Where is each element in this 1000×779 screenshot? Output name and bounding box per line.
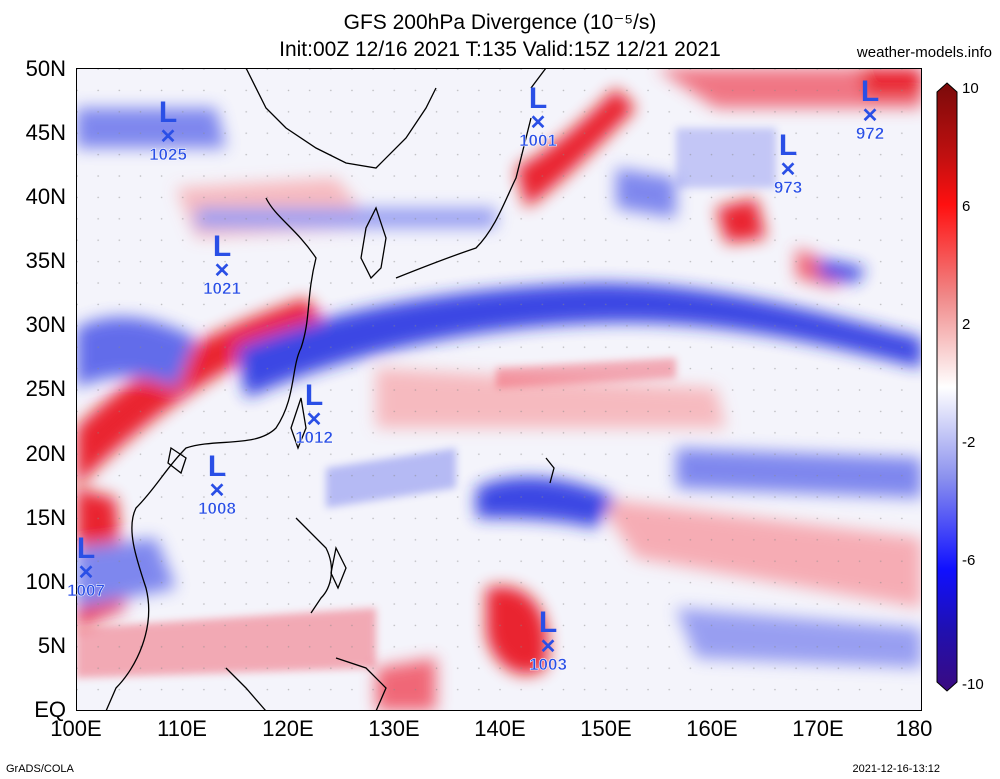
low-marker: L ✕ 1025 [133,98,203,164]
lat-label: 35N [25,248,66,273]
low-marker: L ✕ 1007 [51,534,121,600]
lat-label: 20N [25,441,66,466]
low-pressure-label: 1003 [529,655,567,674]
low-pressure-label: 973 [773,178,803,197]
low-pressure-label: 1001 [519,131,557,150]
lat-label: 45N [25,120,66,145]
lon-label: 160E [686,716,738,741]
low-pressure-label: 972 [855,124,885,143]
lon-label: 140E [474,716,526,741]
lon-label: 170E [792,716,844,741]
lat-label: 15N [25,505,66,530]
low-marker: L ✕ 1008 [182,452,252,518]
low-pressure-label: 1021 [203,279,241,298]
colorbar [936,82,958,692]
lat-label: 30N [25,312,66,337]
lon-label: 100E [50,716,102,741]
colorbar-label: 10 [962,80,979,97]
lat-label: 50N [25,56,66,81]
divergence-map [76,68,922,711]
colorbar-label: -2 [962,434,976,451]
low-pressure-label: 1012 [295,428,333,447]
low-marker: L ✕ 1021 [187,232,257,298]
lon-label: 110E [157,716,207,741]
lat-label: EQ [34,697,66,722]
colorbar-label: 2 [962,316,971,333]
software-credit: GrADS/COLA [6,763,74,775]
low-pressure-label: 1008 [198,499,236,518]
lat-label: 5N [37,633,66,658]
colorbar-label: -10 [962,676,984,693]
low-marker: L ✕ 972 [835,77,905,143]
low-marker: L ✕ 1012 [279,381,349,447]
lon-label: 130E [368,716,420,741]
lon-label: 180 [895,716,933,741]
low-pressure-label: 1025 [149,145,187,164]
lat-label: 25N [25,376,66,401]
map-title: GFS 200hPa Divergence (10⁻⁵/s) [343,11,657,34]
map-subtitle: Init:00Z 12/16 2021 T:135 Valid:15Z 12/2… [279,38,721,61]
low-marker: L ✕ 1003 [513,608,583,674]
lon-label: 120E [262,716,314,741]
source-label: weather-models.info [856,44,992,61]
generation-timestamp: 2021-12-16-13:12 [852,763,940,775]
colorbar-label: -6 [962,552,976,569]
lon-label: 150E [580,716,632,741]
low-marker: L ✕ 973 [753,131,823,197]
low-marker: L ✕ 1001 [503,84,573,150]
lat-label: 10N [25,569,66,594]
lat-label: 40N [25,184,66,209]
low-pressure-label: 1007 [67,581,105,600]
colorbar-label: 6 [962,198,971,215]
